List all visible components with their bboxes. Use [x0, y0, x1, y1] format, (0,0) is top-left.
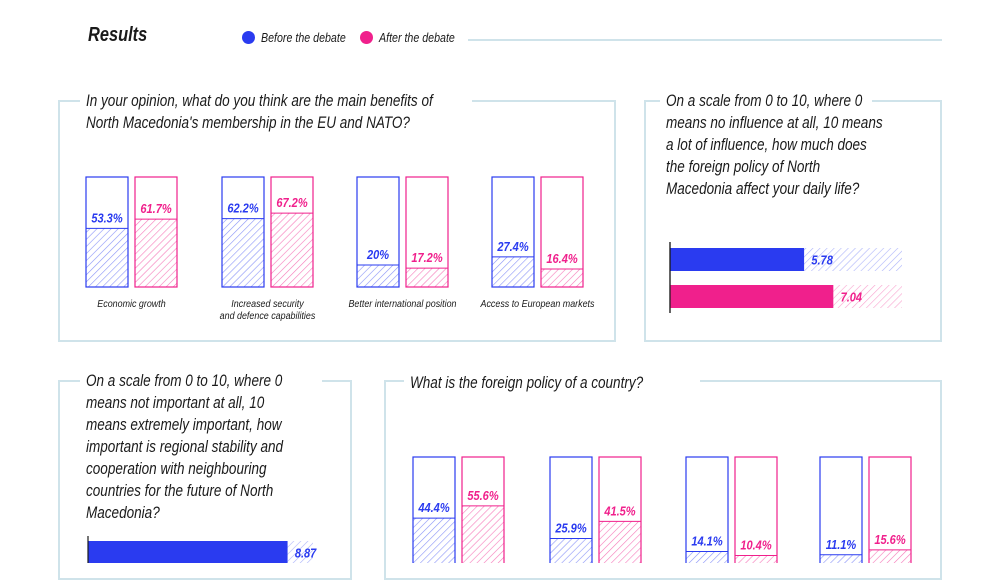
chart-q2: 5.78 7.04 [669, 242, 902, 313]
bar-value-label: 61.7% [140, 201, 172, 216]
chart-q4: 44.4% 25.9% 14.1% 11.1% 55.6% 41.5% 10.4% 15.6% [412, 456, 912, 563]
bar-value-label: 15.6% [874, 532, 906, 547]
bar-value-label: 17.2% [411, 250, 443, 265]
bar [413, 518, 455, 563]
q4-question: What is the foreign policy of a country? [404, 372, 701, 394]
category-label: Economic growth [97, 298, 165, 310]
legend-before-label: Before the debate [261, 30, 346, 45]
bar [670, 285, 834, 308]
bar-value-label: 5.78 [811, 253, 833, 268]
bar [541, 268, 583, 287]
bar-value-label: 8.87 [295, 546, 318, 561]
bar [271, 213, 313, 287]
bar-value-label: 27.4% [496, 239, 528, 254]
bar [86, 228, 128, 287]
bar-value-label: 44.4% [417, 500, 449, 515]
bar-value-label: 20% [366, 247, 389, 262]
bar-value-label: 7.04 [841, 290, 863, 305]
bar [462, 505, 504, 563]
legend-before-dot [242, 31, 255, 44]
bar [820, 554, 862, 563]
bar [670, 248, 805, 271]
bar [550, 538, 592, 563]
bar-frame [819, 456, 863, 563]
q1-question: In your opinion, what do you think are t… [80, 90, 472, 134]
bar-value-label: 53.3% [91, 211, 123, 226]
bar-value-label: 41.5% [603, 503, 635, 518]
bar [135, 219, 177, 287]
chart-q1: 53.3% 62.2% 20% 27.4% 61.7% 67.2% 17.2% 16.4% Ec… [85, 176, 595, 322]
bar [222, 218, 264, 287]
bar [686, 551, 728, 563]
bar [406, 268, 448, 287]
category-label: Access to European markets [480, 298, 595, 310]
bar-value-label: 14.1% [691, 534, 723, 549]
bar-frame [734, 456, 778, 563]
charts-svg: 53.3% 62.2% 20% 27.4% 61.7% 67.2% 17.2% 16.4% Ec… [85, 176, 912, 563]
bar [492, 256, 534, 287]
bar-frame [868, 456, 912, 563]
q2-question: On a scale from 0 to 10, where 0 means n… [660, 90, 883, 200]
legend-after-dot [360, 31, 373, 44]
bar-value-label: 67.2% [276, 195, 308, 210]
category-label: Better international position [348, 298, 456, 310]
legend-after-label: After the debate [379, 30, 455, 45]
bar [869, 549, 911, 563]
chart-q3: 8.87 [87, 536, 318, 563]
bar-value-label: 11.1% [826, 537, 857, 552]
bar [88, 541, 288, 563]
bar-value-label: 25.9% [554, 521, 586, 536]
bar-value-label: 62.2% [227, 201, 259, 216]
category-label: and defence capabilities [220, 310, 316, 322]
bar [599, 521, 641, 563]
bar-value-label: 16.4% [546, 251, 578, 266]
legend-after: After the debate [360, 30, 472, 45]
bar-value-label: 55.6% [467, 488, 499, 503]
category-label: Increased security [231, 298, 304, 310]
legend-before: Before the debate [242, 30, 364, 45]
bar-frame [685, 456, 729, 563]
results-title: Results [88, 24, 148, 46]
q3-question: On a scale from 0 to 10, where 0 means n… [80, 370, 322, 524]
bar [357, 265, 399, 287]
bar-value-label: 10.4% [740, 538, 772, 553]
bar [735, 555, 777, 563]
header-divider [468, 39, 942, 41]
